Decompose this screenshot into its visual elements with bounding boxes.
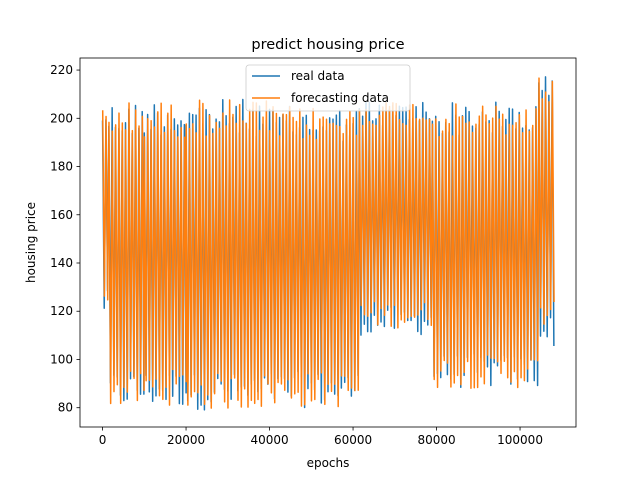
series-line-forecasting-data <box>101 77 555 409</box>
x-tick-label: 100000 <box>497 433 543 447</box>
x-tick-label: 0 <box>99 433 107 447</box>
x-axis: 0 20000 40000 60000 80000 100000 <box>99 427 543 447</box>
y-tick-label: 200 <box>50 111 73 125</box>
plot-frame <box>79 57 577 428</box>
legend: real data forecasting data <box>245 64 411 112</box>
y-axis: 80 100 120 140 160 180 200 220 <box>50 63 80 415</box>
x-tick-label: 80000 <box>417 433 455 447</box>
y-tick-label: 120 <box>50 304 73 318</box>
x-tick-label: 20000 <box>167 433 205 447</box>
x-axis-label: epochs <box>307 456 350 470</box>
y-tick-label: 180 <box>50 160 73 174</box>
y-tick-label: 100 <box>50 352 73 366</box>
legend-label-real-data: real data <box>291 69 345 83</box>
x-tick-label: 60000 <box>334 433 372 447</box>
y-tick-label: 80 <box>58 401 73 415</box>
y-tick-label: 160 <box>50 208 73 222</box>
y-tick-label: 220 <box>50 63 73 77</box>
chart-title: predict housing price <box>251 37 404 53</box>
y-axis-label: housing price <box>24 202 38 283</box>
x-tick-label: 40000 <box>250 433 288 447</box>
legend-label-forecasting-data: forecasting data <box>291 91 389 105</box>
y-tick-label: 140 <box>50 256 73 270</box>
legend-box <box>245 64 411 112</box>
series-layer <box>101 76 555 411</box>
